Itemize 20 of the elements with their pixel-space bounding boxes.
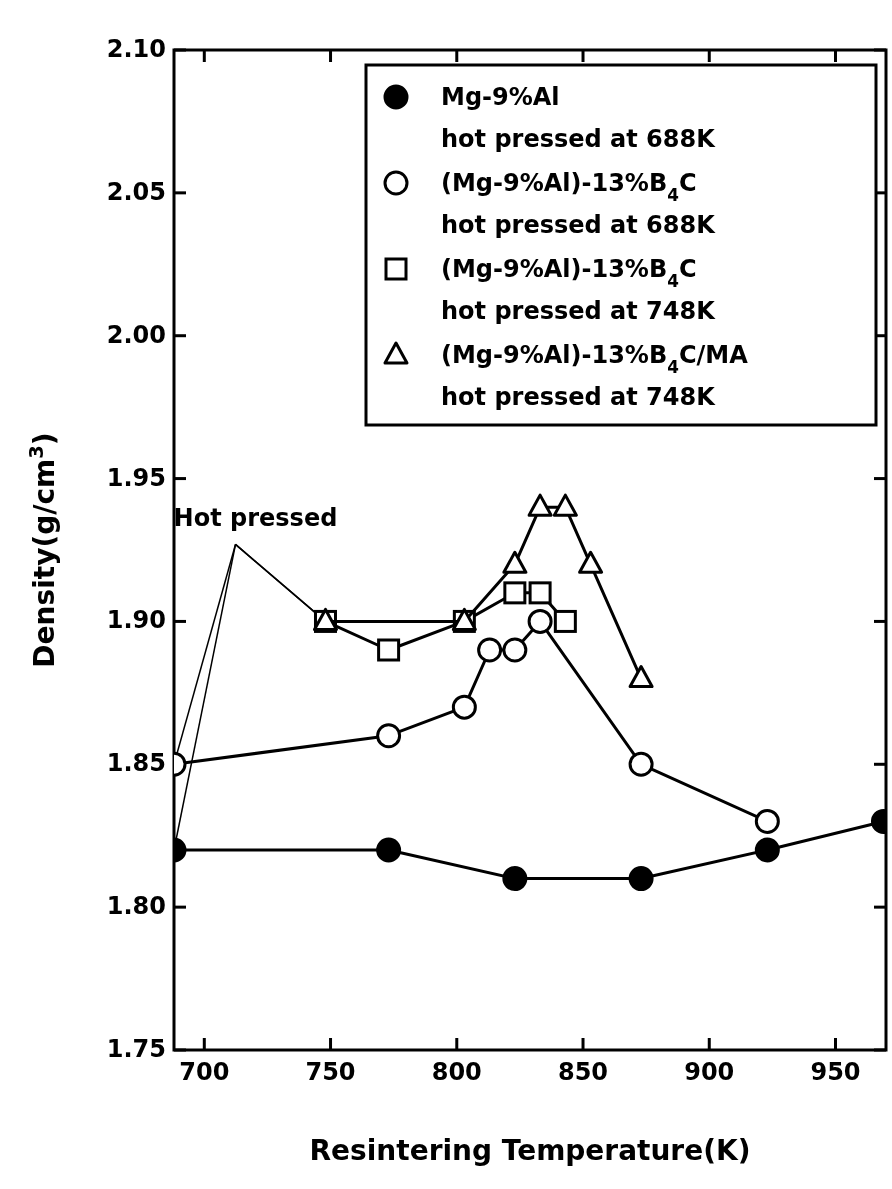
y-tick-label: 1.85 bbox=[106, 749, 166, 778]
y-tick-label: 2.00 bbox=[106, 320, 166, 349]
legend-label: (Mg-9%Al)-13%B$_{4}$C/MA hot pressed at 748K bbox=[441, 341, 749, 411]
y-tick-label: 1.80 bbox=[106, 892, 166, 921]
y-tick-label: 1.75 bbox=[106, 1035, 166, 1063]
x-tick-label: 750 bbox=[305, 1058, 356, 1086]
legend-label: (Mg-9%Al)-13%B$_{4}$C hot pressed at 688K bbox=[441, 169, 717, 239]
x-tick-label: 850 bbox=[557, 1058, 609, 1086]
annotation: Hot pressed bbox=[173, 504, 338, 533]
legend-label: Mg-9%Al hot pressed at 688K bbox=[441, 83, 717, 153]
x-tick-label: 950 bbox=[810, 1058, 861, 1086]
y-tick-label: 1.90 bbox=[106, 606, 166, 635]
x-axis-title: Resintering Temperature(K) bbox=[309, 1134, 751, 1167]
y-tick-label: 2.10 bbox=[106, 35, 166, 63]
y-tick-label: 1.95 bbox=[106, 463, 166, 492]
x-tick-label: 700 bbox=[179, 1058, 230, 1086]
x-tick-label: 900 bbox=[684, 1058, 735, 1086]
y-tick-label: 2.05 bbox=[106, 177, 166, 206]
legend-label: (Mg-9%Al)-13%B$_{4}$C hot pressed at 748K bbox=[441, 255, 717, 325]
x-tick-label: 800 bbox=[431, 1058, 482, 1086]
